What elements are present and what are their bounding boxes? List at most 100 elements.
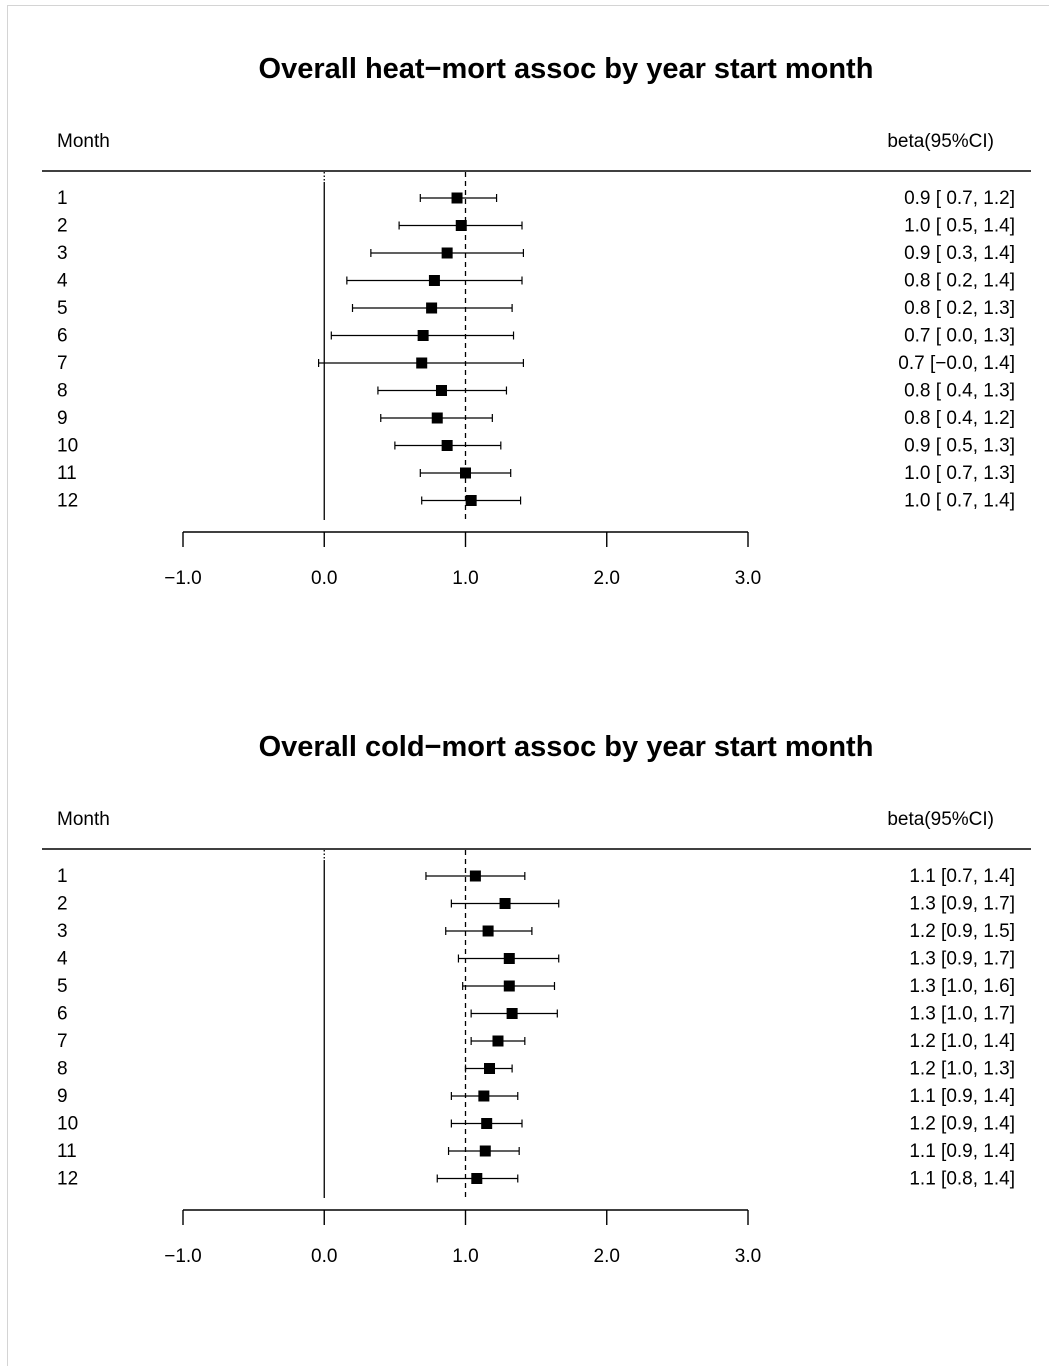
forest-row: 1 1.1 [0.7, 1.4] — [57, 866, 1015, 887]
forest-row: 1 0.9 [ 0.7, 1.2] — [57, 188, 1015, 209]
forest-panel-1: Overall heat−mort assoc by year start mo… — [42, 53, 1031, 589]
forest-row: 8 1.2 [1.0, 1.3] — [57, 1059, 1015, 1080]
row-label: 5 — [57, 976, 68, 997]
row-ci-text: 1.2 [1.0, 1.3] — [909, 1059, 1015, 1080]
point-estimate-square — [478, 1090, 490, 1102]
forest-row: 7 1.2 [1.0, 1.4] — [57, 1031, 1015, 1052]
forest-row: 5 1.3 [1.0, 1.6] — [57, 976, 1015, 997]
point-estimate-square — [417, 330, 429, 341]
row-label: 1 — [57, 866, 68, 887]
row-label: 9 — [57, 1086, 68, 1107]
row-label: 7 — [57, 1031, 68, 1052]
row-label: 12 — [57, 491, 78, 512]
row-label: 11 — [57, 463, 77, 484]
point-estimate-square — [435, 385, 447, 396]
point-estimate-square — [492, 1035, 504, 1047]
forest-row: 6 0.7 [ 0.0, 1.3] — [57, 326, 1015, 347]
row-ci-text: 1.2 [0.9, 1.5] — [909, 921, 1015, 942]
column-header-beta-ci: beta(95%CI) — [887, 131, 994, 152]
row-ci-text: 1.3 [0.9, 1.7] — [909, 949, 1015, 970]
x-tick-label: 0.0 — [311, 1246, 337, 1267]
row-ci-text: 1.0 [ 0.5, 1.4] — [904, 216, 1015, 237]
forest-row: 5 0.8 [ 0.2, 1.3] — [57, 298, 1015, 319]
forest-row: 10 0.9 [ 0.5, 1.3] — [57, 436, 1015, 457]
point-estimate-square — [481, 1118, 493, 1129]
row-ci-text: 1.3 [0.9, 1.7] — [909, 894, 1015, 915]
point-estimate-square — [484, 1063, 496, 1074]
row-ci-text: 1.1 [0.8, 1.4] — [909, 1169, 1015, 1190]
row-label: 1 — [57, 188, 68, 209]
row-label: 3 — [57, 921, 68, 942]
x-tick-label: −1.0 — [164, 568, 202, 589]
x-tick-label: 1.0 — [452, 568, 478, 589]
row-label: 10 — [57, 436, 78, 457]
row-ci-text: 0.8 [ 0.4, 1.3] — [904, 381, 1015, 402]
row-ci-text: 0.9 [ 0.5, 1.3] — [904, 436, 1015, 457]
point-estimate-square — [465, 495, 477, 506]
page-frame — [7, 5, 1049, 1366]
row-label: 7 — [57, 353, 68, 374]
forest-row: 12 1.0 [ 0.7, 1.4] — [57, 491, 1015, 512]
row-ci-text: 0.9 [ 0.7, 1.2] — [904, 188, 1015, 209]
point-estimate-square — [460, 467, 471, 479]
point-estimate-square — [499, 898, 511, 909]
forest-row: 12 1.1 [0.8, 1.4] — [57, 1169, 1015, 1190]
forest-row: 9 1.1 [0.9, 1.4] — [57, 1086, 1015, 1107]
row-label: 10 — [57, 1114, 78, 1135]
x-tick-label: 2.0 — [594, 1246, 620, 1267]
point-estimate-square — [455, 220, 467, 231]
row-ci-text: 1.0 [ 0.7, 1.3] — [904, 463, 1015, 484]
row-label: 2 — [57, 216, 68, 237]
point-estimate-square — [451, 192, 463, 204]
row-label: 6 — [57, 326, 68, 347]
point-estimate-square — [469, 870, 481, 882]
column-header-beta-ci: beta(95%CI) — [887, 809, 994, 830]
forest-row: 2 1.3 [0.9, 1.7] — [57, 894, 1015, 915]
row-label: 5 — [57, 298, 68, 319]
point-estimate-square — [471, 1173, 483, 1184]
forest-row: 3 1.2 [0.9, 1.5] — [57, 921, 1015, 942]
forest-row: 4 0.8 [ 0.2, 1.4] — [57, 271, 1015, 292]
row-ci-text: 0.9 [ 0.3, 1.4] — [904, 243, 1015, 264]
forest-row: 4 1.3 [0.9, 1.7] — [57, 949, 1015, 970]
row-ci-text: 1.1 [0.9, 1.4] — [909, 1141, 1015, 1162]
forest-row: 2 1.0 [ 0.5, 1.4] — [57, 216, 1015, 237]
row-label: 3 — [57, 243, 68, 264]
x-tick-label: 3.0 — [735, 1246, 761, 1267]
point-estimate-square — [416, 357, 428, 369]
point-estimate-square — [431, 412, 443, 424]
point-estimate-square — [482, 925, 494, 937]
x-tick-label: 3.0 — [735, 568, 761, 589]
point-estimate-square — [479, 1145, 491, 1157]
row-ci-text: 0.8 [ 0.4, 1.2] — [904, 408, 1015, 429]
x-tick-label: 1.0 — [452, 1246, 478, 1267]
row-label: 2 — [57, 894, 68, 915]
row-label: 8 — [57, 381, 68, 402]
x-tick-label: 0.0 — [311, 568, 337, 589]
forest-row: 11 1.1 [0.9, 1.4] — [57, 1141, 1015, 1162]
row-label: 8 — [57, 1059, 68, 1080]
point-estimate-square — [441, 247, 453, 259]
row-ci-text: 1.0 [ 0.7, 1.4] — [904, 491, 1015, 512]
row-ci-text: 1.3 [1.0, 1.7] — [909, 1004, 1015, 1025]
row-label: 11 — [57, 1141, 77, 1162]
point-estimate-square — [441, 440, 453, 451]
point-estimate-square — [506, 1008, 518, 1019]
row-label: 6 — [57, 1004, 68, 1025]
forest-row: 3 0.9 [ 0.3, 1.4] — [57, 243, 1015, 264]
row-ci-text: 1.1 [0.9, 1.4] — [909, 1086, 1015, 1107]
row-ci-text: 0.7 [ 0.0, 1.3] — [904, 326, 1015, 347]
chart-title: Overall heat−mort assoc by year start mo… — [259, 53, 874, 85]
row-ci-text: 1.1 [0.7, 1.4] — [909, 866, 1015, 887]
point-estimate-square — [503, 953, 515, 964]
forest-row: 10 1.2 [0.9, 1.4] — [57, 1114, 1015, 1135]
x-tick-label: 2.0 — [594, 568, 620, 589]
row-ci-text: 0.7 [−0.0, 1.4] — [898, 353, 1015, 374]
row-label: 4 — [57, 271, 68, 292]
row-label: 12 — [57, 1169, 78, 1190]
forest-panel-2: Overall cold−mort assoc by year start mo… — [42, 731, 1031, 1267]
forest-row: 9 0.8 [ 0.4, 1.2] — [57, 408, 1015, 429]
forest-row: 11 1.0 [ 0.7, 1.3] — [57, 463, 1015, 484]
row-label: 4 — [57, 949, 68, 970]
